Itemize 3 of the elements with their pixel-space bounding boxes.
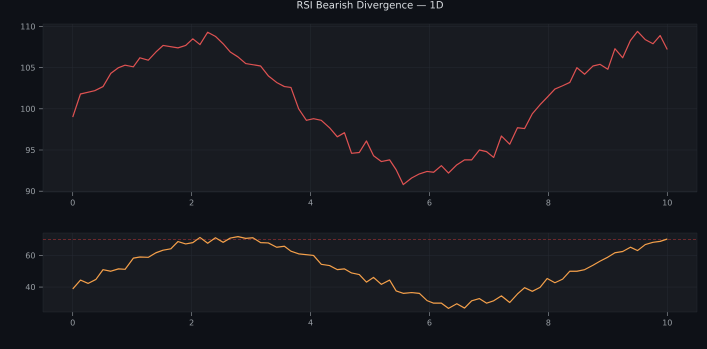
line-series [72, 30, 668, 186]
chart-title: RSI Bearish Divergence — 1D [297, 0, 443, 11]
line-series [72, 236, 668, 309]
